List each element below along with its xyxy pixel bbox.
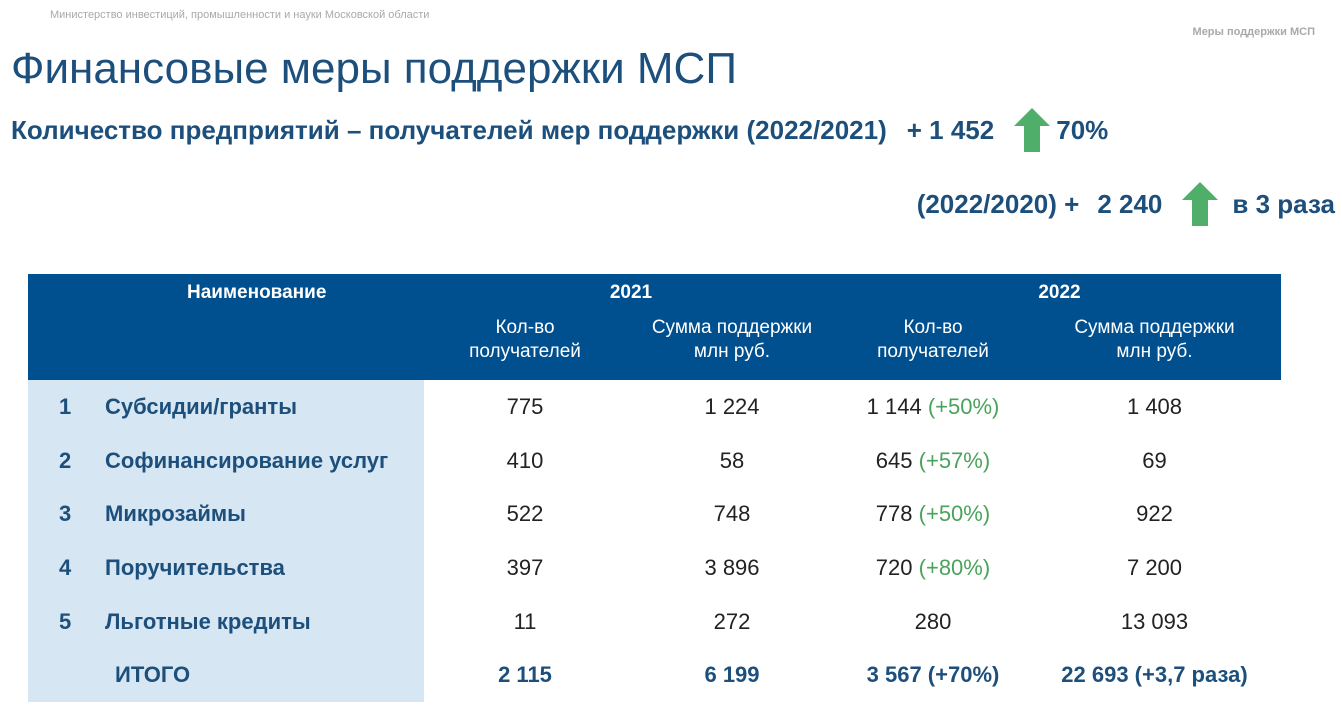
row-name: Микрозаймы bbox=[88, 487, 424, 542]
column-header-name: Наименование bbox=[28, 274, 424, 312]
table-row: 5 Льготные кредиты 11 272 280 13 093 bbox=[28, 594, 1281, 649]
table-subheader-row: Кол-во получателей Сумма поддержки млн руб… bbox=[28, 312, 1281, 380]
row-number: 5 bbox=[28, 594, 88, 649]
cell-count-2021: 775 bbox=[506, 393, 544, 419]
total-sum-2022: 22 693 (+3,7 раза) bbox=[1061, 662, 1248, 688]
row-number: 3 bbox=[28, 487, 88, 542]
row-name: Софинансирование услуг bbox=[88, 433, 424, 488]
total-count-2021: 2 115 bbox=[498, 662, 552, 688]
stat-label: (2022/2020) + bbox=[916, 188, 1080, 219]
cell-sum-2022: 922 bbox=[1136, 501, 1173, 527]
cell-sum-2021: 3 896 bbox=[704, 554, 760, 580]
row-number: 1 bbox=[28, 380, 88, 434]
cell-sum-2022: 13 093 bbox=[1120, 608, 1189, 634]
cell-sum-2022: 1 408 bbox=[1126, 393, 1183, 419]
row-number: 2 bbox=[28, 433, 88, 488]
subheader-count-2022: Кол-во получателей bbox=[838, 312, 1028, 380]
stat-delta: 2 240 bbox=[1097, 188, 1163, 219]
up-arrow-icon bbox=[1014, 108, 1051, 152]
total-label: ИТОГО bbox=[88, 648, 424, 703]
table-total-row: ИТОГО 2 115 6 199 3 567 (+70%) 22 693 (+… bbox=[28, 648, 1281, 703]
total-sum-2021: 6 199 bbox=[704, 662, 760, 688]
table-row: 3 Микрозаймы 522 748 778 (+50%) 922 bbox=[28, 487, 1281, 542]
cell-count-2022: 1 144 (+50%) bbox=[866, 393, 1000, 419]
table-row: 4 Поручительства 397 3 896 720 (+80%) 7 … bbox=[28, 541, 1281, 595]
cell-sum-2021: 748 bbox=[713, 501, 751, 527]
cell-count-2022: 778 (+50%) bbox=[875, 501, 991, 527]
up-arrow-icon bbox=[1182, 182, 1219, 226]
growth-percent: (+50%) bbox=[918, 501, 991, 527]
column-header-2021: 2021 bbox=[424, 274, 838, 312]
row-number: 4 bbox=[28, 541, 88, 595]
row-name: Льготные кредиты bbox=[88, 594, 424, 649]
cell-count-2021: 522 bbox=[506, 501, 544, 527]
cell-count-2021: 410 bbox=[506, 447, 544, 473]
table-row: 2 Софинансирование услуг 410 58 645 (+57… bbox=[28, 433, 1281, 488]
ministry-name: Министерство инвестиций, промышленности … bbox=[50, 9, 430, 21]
cell-count-2021: 11 bbox=[513, 608, 537, 634]
cell-count-2022: 280 bbox=[914, 608, 952, 634]
growth-percent: (+80%) bbox=[918, 554, 991, 580]
stat-line-2022-2021: Количество предприятий – получателей мер… bbox=[11, 108, 1108, 152]
subheader-sum-2022: Сумма поддержки млн руб. bbox=[1028, 312, 1281, 380]
page-title: Финансовые меры поддержки МСП bbox=[11, 44, 737, 93]
growth-percent: (+57%) bbox=[918, 447, 991, 473]
stat-label: Количество предприятий – получателей мер… bbox=[11, 114, 887, 145]
cell-sum-2021: 1 224 bbox=[704, 393, 760, 419]
cell-sum-2021: 58 bbox=[719, 447, 745, 473]
subheader-empty bbox=[28, 312, 424, 380]
cell-sum-2021: 272 bbox=[713, 608, 751, 634]
stat-relative: 70% bbox=[1056, 114, 1109, 145]
total-count-2022: 3 567 (+70%) bbox=[866, 662, 1000, 688]
subheader-sum-2021: Сумма поддержки млн руб. bbox=[626, 312, 838, 380]
cell-count-2022: 720 (+80%) bbox=[875, 554, 991, 580]
cell-count-2021: 397 bbox=[506, 554, 544, 580]
cell-sum-2022: 7 200 bbox=[1126, 554, 1183, 580]
cell-sum-2022: 69 bbox=[1142, 447, 1167, 473]
stat-relative: в 3 раза bbox=[1232, 188, 1335, 219]
row-name: Субсидии/гранты bbox=[88, 380, 424, 434]
row-name: Поручительства bbox=[88, 541, 424, 595]
table-header-row: Наименование 2021 2022 bbox=[28, 274, 1281, 312]
row-number-empty bbox=[28, 648, 88, 703]
stat-delta: + 1 452 bbox=[906, 114, 995, 145]
support-measures-table: Наименование 2021 2022 Кол-во получателей… bbox=[28, 274, 1281, 703]
table-row: 1 Субсидии/гранты 775 1 224 1 144 (+50%)… bbox=[28, 380, 1281, 434]
column-header-2022: 2022 bbox=[838, 274, 1281, 312]
subheader-count-2021: Кол-во получателей bbox=[424, 312, 626, 380]
cell-count-2022: 645 (+57%) bbox=[875, 447, 991, 473]
section-tag: Меры поддержки МСП bbox=[1192, 26, 1315, 38]
growth-percent: (+50%) bbox=[927, 393, 1000, 419]
stat-line-2022-2020: (2022/2020) + 2 240 в 3 раза bbox=[917, 182, 1335, 226]
